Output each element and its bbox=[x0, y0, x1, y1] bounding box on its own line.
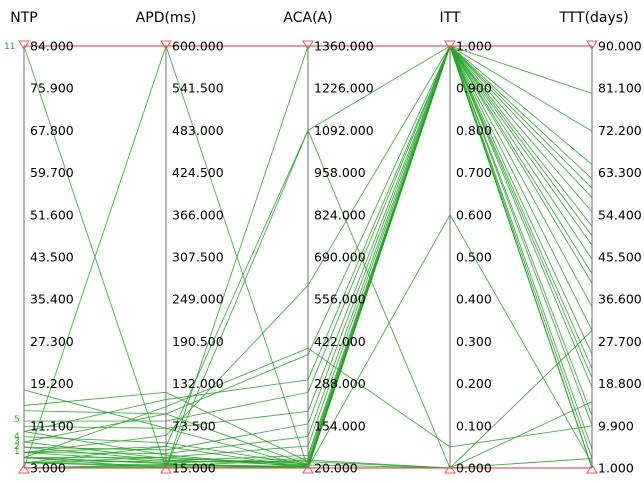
tick-label-NTP-7: 27.300 bbox=[30, 334, 74, 349]
count-label-1: 5 bbox=[14, 415, 20, 425]
tick-label-APD-4: 366.000 bbox=[172, 207, 224, 222]
tick-label-TTT-10: 1.000 bbox=[598, 461, 634, 476]
count-label-5: 1 bbox=[14, 447, 20, 457]
axis-title-ACA: ACA(A) bbox=[283, 10, 332, 26]
handle-top-ACA bbox=[302, 40, 314, 50]
tick-label-ACA-3: 958.000 bbox=[314, 165, 366, 180]
tick-label-ACA-2: 1092.000 bbox=[314, 123, 374, 138]
tick-label-NTP-8: 19.200 bbox=[30, 376, 74, 391]
tick-label-ACA-8: 288.000 bbox=[314, 376, 366, 391]
handle-bottom-ITT bbox=[444, 464, 456, 474]
handle-bottom-NTP bbox=[18, 464, 30, 474]
handle-bottom-APD bbox=[160, 464, 172, 474]
tick-label-ACA-5: 690.000 bbox=[314, 250, 366, 265]
tick-label-ACA-1: 1226.000 bbox=[314, 81, 374, 96]
tick-label-TTT-5: 45.500 bbox=[598, 250, 642, 265]
tick-label-APD-8: 132.000 bbox=[172, 376, 224, 391]
tick-label-APD-9: 73.500 bbox=[172, 418, 216, 433]
count-label-2: 4 bbox=[14, 432, 20, 442]
axis-title-TTT: TTT(days) bbox=[558, 10, 628, 26]
tick-label-TTT-2: 72.200 bbox=[598, 123, 642, 138]
handle-top-TTT bbox=[586, 40, 598, 50]
tick-label-ITT-3: 0.700 bbox=[456, 165, 492, 180]
tick-label-ITT-7: 0.300 bbox=[456, 334, 492, 349]
handle-top-NTP bbox=[18, 40, 30, 50]
tick-label-NTP-1: 75.900 bbox=[30, 81, 74, 96]
tick-label-ACA-7: 422.000 bbox=[314, 334, 366, 349]
tick-label-TTT-8: 18.800 bbox=[598, 376, 642, 391]
tick-label-ACA-4: 824.000 bbox=[314, 207, 366, 222]
tick-label-APD-7: 190.500 bbox=[172, 334, 224, 349]
tick-label-TTT-3: 63.300 bbox=[598, 165, 642, 180]
axis-title-ITT: ITT bbox=[440, 10, 461, 26]
tick-label-TTT-7: 27.700 bbox=[598, 334, 642, 349]
tick-label-NTP-2: 67.800 bbox=[30, 123, 74, 138]
tick-label-NTP-0: 84.000 bbox=[30, 39, 74, 54]
tick-label-APD-1: 541.500 bbox=[172, 81, 224, 96]
tick-label-ITT-10: 0.000 bbox=[456, 461, 492, 476]
count-label-4: 2 bbox=[14, 442, 20, 452]
tick-label-ITT-2: 0.800 bbox=[456, 123, 492, 138]
tick-label-APD-2: 483.000 bbox=[172, 123, 224, 138]
tick-label-ITT-1: 0.900 bbox=[456, 81, 492, 96]
tick-label-APD-6: 249.000 bbox=[172, 292, 224, 307]
tick-label-ITT-8: 0.200 bbox=[456, 376, 492, 391]
tick-label-NTP-6: 35.400 bbox=[30, 292, 74, 307]
axis-title-NTP: NTP bbox=[10, 10, 37, 26]
tick-label-TTT-9: 9.900 bbox=[598, 418, 634, 433]
handle-bottom-TTT bbox=[586, 464, 598, 474]
tick-label-ITT-5: 0.500 bbox=[456, 250, 492, 265]
handle-top-APD bbox=[160, 40, 172, 50]
tick-label-TTT-4: 54.400 bbox=[598, 207, 642, 222]
tick-label-TTT-0: 90.000 bbox=[598, 39, 642, 54]
tick-label-ITT-6: 0.400 bbox=[456, 292, 492, 307]
count-label-3: 3 bbox=[14, 437, 20, 447]
tick-label-APD-0: 600.000 bbox=[172, 39, 224, 54]
axis-title-APD: APD(ms) bbox=[136, 10, 197, 26]
count-label-0: 11 bbox=[4, 42, 15, 52]
tick-label-NTP-10: 3.000 bbox=[30, 461, 66, 476]
tick-label-ITT-9: 0.100 bbox=[456, 418, 492, 433]
tick-label-APD-10: 15.000 bbox=[172, 461, 216, 476]
tick-label-APD-5: 307.500 bbox=[172, 250, 224, 265]
tick-label-NTP-9: 11.100 bbox=[30, 418, 74, 433]
handle-top-ITT bbox=[444, 40, 456, 50]
tick-label-ACA-9: 154.000 bbox=[314, 418, 366, 433]
tick-label-ACA-0: 1360.000 bbox=[314, 39, 374, 54]
handle-bottom-ACA bbox=[302, 464, 314, 474]
tick-label-ACA-10: 20.000 bbox=[314, 461, 358, 476]
tick-label-TTT-1: 81.100 bbox=[598, 81, 642, 96]
tick-label-NTP-3: 59.700 bbox=[30, 165, 74, 180]
tick-label-ACA-6: 556.000 bbox=[314, 292, 366, 307]
tick-label-ITT-0: 1.000 bbox=[456, 39, 492, 54]
tick-label-NTP-5: 43.500 bbox=[30, 250, 74, 265]
tick-label-ITT-4: 0.600 bbox=[456, 207, 492, 222]
tick-label-TTT-6: 36.600 bbox=[598, 292, 642, 307]
tick-label-APD-3: 424.500 bbox=[172, 165, 224, 180]
tick-label-NTP-4: 51.600 bbox=[30, 207, 74, 222]
